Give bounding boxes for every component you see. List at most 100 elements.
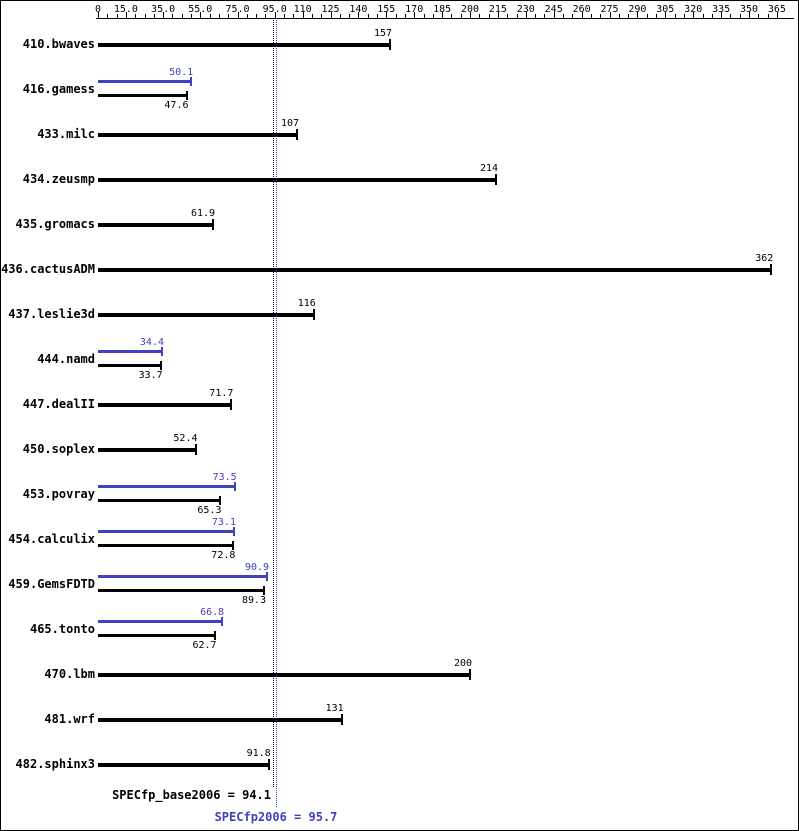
base-mean-label: SPECfp_base2006 = 94.1	[112, 788, 272, 802]
axis-tick	[711, 14, 713, 18]
axis-tick	[656, 14, 657, 18]
benchmark-label: 482.sphinx3	[15, 757, 95, 771]
base-bar	[98, 313, 314, 317]
base-bar	[98, 718, 342, 722]
base-value-label: 33.7	[138, 370, 163, 381]
base-bar-endcap	[312, 309, 315, 320]
base-value-label: 47.6	[164, 100, 189, 111]
axis-tick	[321, 14, 323, 18]
benchmark-label: 465.tonto	[29, 622, 95, 636]
benchmark-label: 435.gromacs	[15, 217, 95, 231]
axis-tick-label: 170	[405, 4, 424, 15]
axis-tick	[516, 14, 518, 18]
peak-value-label: 73.1	[211, 517, 236, 528]
axis-tick-label: 320	[684, 4, 703, 15]
base-bar-endcap	[212, 219, 215, 230]
axis-tick	[544, 14, 546, 18]
axis-tick-label: 200	[460, 4, 480, 15]
base-bar-endcap	[495, 174, 497, 185]
axis-tick	[646, 14, 648, 18]
base-value-label: 157	[373, 28, 392, 39]
benchmark-label: 433.milc	[37, 127, 95, 141]
peak-bar	[98, 575, 268, 578]
axis-tick	[181, 14, 183, 18]
base-value-label: 200	[453, 658, 472, 669]
axis-tick	[191, 14, 192, 18]
peak-bar-endcap	[190, 77, 193, 86]
peak-bar-endcap	[233, 527, 235, 536]
axis-tick	[739, 14, 741, 18]
axis-tick	[479, 14, 481, 18]
base-bar-endcap	[213, 631, 216, 640]
peak-value-label: 90.9	[245, 562, 270, 573]
axis-tick	[535, 14, 537, 18]
axis-tick	[265, 14, 267, 18]
peak-bar-endcap	[233, 482, 236, 491]
axis-tick	[218, 14, 220, 18]
axis-tick	[395, 14, 397, 18]
benchmark-label: 437.leslie3d	[8, 307, 95, 321]
axis-tick-label: 290	[628, 4, 647, 15]
axis-tick	[144, 14, 146, 18]
peak-mean-label: SPECfp2006 = 95.7	[214, 810, 338, 824]
axis-tick	[414, 12, 416, 18]
base-bar	[98, 223, 214, 227]
benchmark-label: 444.namd	[37, 352, 95, 366]
base-bar	[98, 364, 161, 367]
axis-tick	[683, 14, 685, 18]
axis-tick	[609, 12, 611, 18]
axis-tick	[628, 14, 630, 18]
benchmark-label: 453.povray	[22, 487, 95, 501]
base-bar	[98, 634, 215, 637]
base-value-label: 65.3	[197, 505, 222, 516]
base-bar-endcap	[232, 541, 235, 550]
base-bar-endcap	[185, 91, 188, 100]
base-value-label: 62.7	[192, 640, 217, 651]
axis-tick	[246, 14, 248, 18]
base-value-label: 116	[297, 298, 316, 309]
axis-tick	[442, 12, 444, 18]
axis-tick-label: 185	[433, 4, 452, 15]
peak-bar-endcap	[266, 572, 269, 581]
base-bar	[98, 43, 390, 47]
axis-tick	[200, 12, 202, 18]
axis-tick	[107, 14, 109, 18]
base-bar-endcap	[296, 129, 298, 140]
axis-tick	[665, 12, 667, 18]
axis-tick-label: 140	[349, 4, 368, 15]
axis-tick	[693, 12, 695, 18]
axis-tick	[256, 14, 258, 18]
axis-tick	[563, 14, 564, 18]
base-bar	[98, 448, 196, 452]
axis-tick-label: 55.0	[188, 4, 213, 15]
axis-tick	[125, 12, 127, 18]
peak-bar	[98, 485, 235, 488]
axis-tick-label: 245	[544, 4, 563, 15]
benchmark-label: 481.wrf	[44, 712, 95, 726]
base-bar	[98, 133, 297, 137]
axis-tick-label: 155	[377, 4, 396, 15]
axis-tick-label: 215	[488, 4, 507, 15]
peak-value-label: 73.5	[212, 472, 237, 483]
axis-tick	[116, 14, 118, 18]
base-bar-endcap	[267, 759, 270, 770]
base-bar	[98, 403, 232, 407]
axis-tick-label: 230	[516, 4, 535, 15]
axis-tick	[637, 12, 639, 18]
base-bar-endcap	[218, 496, 221, 505]
benchmark-label: 470.lbm	[44, 667, 95, 681]
axis-tick-label: 75.0	[225, 4, 250, 15]
base-value-label: 72.8	[211, 550, 236, 561]
peak-value-label: 50.1	[169, 67, 194, 78]
base-bar-endcap	[194, 444, 197, 455]
axis-tick	[404, 14, 406, 18]
axis-tick	[172, 14, 174, 18]
base-bar	[98, 763, 269, 767]
base-mean-line	[273, 18, 274, 787]
x-axis-line	[96, 18, 794, 19]
base-bar	[98, 673, 470, 677]
axis-tick	[423, 14, 425, 18]
axis-tick	[730, 14, 732, 18]
axis-tick	[600, 14, 602, 18]
axis-tick	[293, 14, 295, 18]
